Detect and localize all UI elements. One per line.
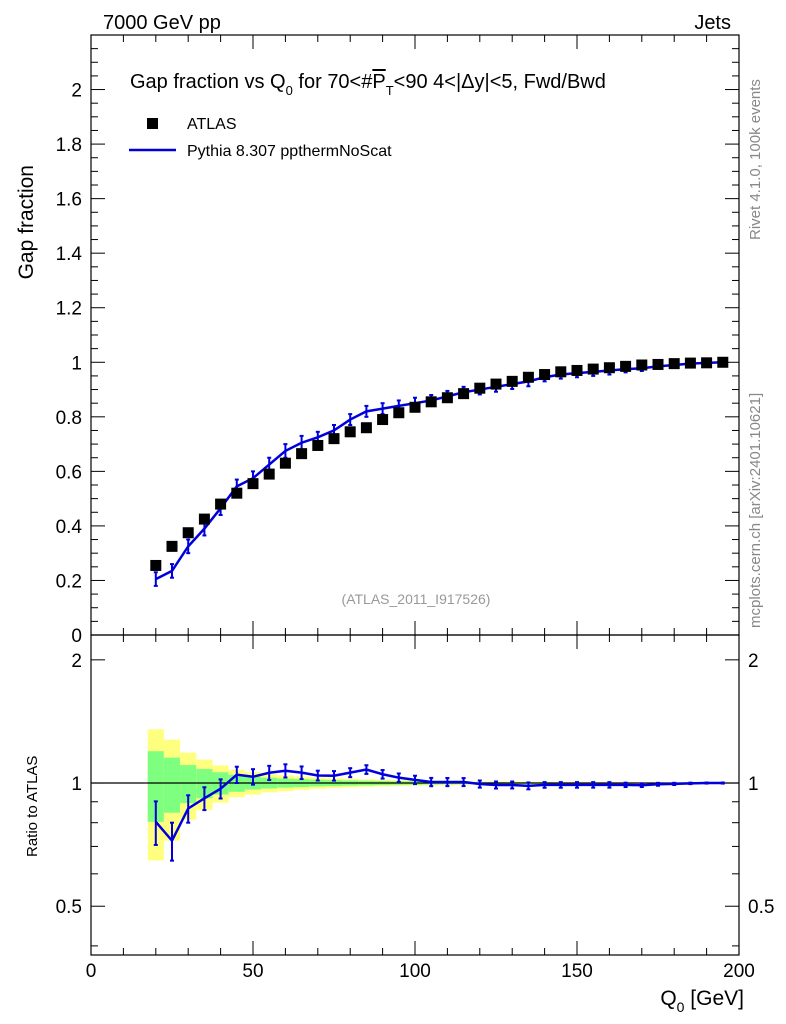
plot-title-tail: <90 4<|Δy|<5, Fwd/Bwd xyxy=(394,71,606,93)
ratio-y-axis-label: Ratio to ATLAS xyxy=(24,756,41,857)
y-tick-label: 0.6 xyxy=(56,462,82,483)
ratio-band-inner xyxy=(147,751,164,822)
data-point xyxy=(150,559,162,571)
data-point xyxy=(571,364,583,376)
tick-labels: 0 50 100 150 200 0 0.2 0.4 0.6 0.8 1 1.2 1.4 1.6 1.8 2 0… xyxy=(56,81,775,982)
uncertainty-bands xyxy=(147,729,731,861)
ratio-tick-label-right: 2 xyxy=(748,651,759,672)
y-tick-label: 1.6 xyxy=(56,190,82,211)
x-tick-label: 50 xyxy=(242,961,263,982)
y-tick-label: 2 xyxy=(71,81,82,102)
data-point xyxy=(522,371,534,383)
data-point xyxy=(279,457,291,469)
ratio-tick-label-left: 1 xyxy=(71,774,82,795)
ratio-tick-label-left: 2 xyxy=(71,651,82,672)
y-tick-label: 1.8 xyxy=(56,135,82,156)
ratio-plot-frame xyxy=(90,634,740,956)
data-point xyxy=(215,498,227,510)
data-point xyxy=(198,513,210,525)
data-point xyxy=(506,375,518,387)
ratio-tick-label-right: 0.5 xyxy=(748,897,774,918)
data-point xyxy=(701,357,713,369)
data-point xyxy=(182,527,194,539)
ratio-series xyxy=(153,763,725,862)
side-label-bottom: mcplots.cern.ch [arXiv:2401.10621] xyxy=(747,393,764,628)
data-point xyxy=(377,414,389,426)
data-point xyxy=(684,357,696,369)
y-tick-label: 0.4 xyxy=(56,517,83,538)
data-point xyxy=(312,439,324,451)
x-tick-label: 200 xyxy=(723,961,755,982)
plot-title: Gap fraction vs Q0 for 70<#PT<90 4<|Δy|<… xyxy=(130,71,606,98)
x-axis-label-unit: [GeV] xyxy=(684,987,744,1010)
data-point xyxy=(587,363,599,375)
y-tick-label: 1.2 xyxy=(56,299,82,320)
ratio-band-inner xyxy=(180,765,197,804)
x-axis-label: Q0 [GeV] xyxy=(660,987,744,1015)
data-point xyxy=(231,487,243,499)
x-tick-label: 150 xyxy=(561,961,593,982)
plot-title-rest: for 70<# xyxy=(293,71,373,93)
mc-series xyxy=(153,360,725,587)
ratio-curve xyxy=(154,768,723,843)
data-point xyxy=(409,401,421,413)
data-series xyxy=(150,356,729,571)
data-point xyxy=(603,362,615,374)
analysis-tag: (ATLAS_2011_I917526) xyxy=(342,591,491,607)
x-axis-label-sub: 0 xyxy=(677,999,685,1015)
header-right: Jets xyxy=(694,12,731,34)
plot-title-sub: 0 xyxy=(286,83,293,98)
legend-mc-label: Pythia 8.307 ppthermNoScat xyxy=(187,143,392,160)
data-point xyxy=(474,382,486,394)
ratio-band-inner xyxy=(196,768,213,799)
ratio-band-inner xyxy=(163,757,181,813)
x-axis-label-main: Q xyxy=(660,987,676,1010)
ratio-tick-label-right: 1 xyxy=(748,774,759,795)
plot-title-overline-sub: T xyxy=(386,83,394,98)
legend-data-label: ATLAS xyxy=(187,116,237,133)
data-point xyxy=(296,448,308,460)
data-point xyxy=(620,360,632,372)
data-point xyxy=(717,356,729,368)
data-point xyxy=(652,358,664,370)
data-point xyxy=(458,388,470,400)
data-point xyxy=(166,540,178,552)
data-point xyxy=(636,359,648,371)
y-tick-label: 0 xyxy=(71,626,82,647)
plot-title-overline: P xyxy=(372,71,385,93)
data-point xyxy=(425,396,437,408)
data-point xyxy=(247,478,259,490)
data-point xyxy=(328,433,340,445)
data-point xyxy=(344,426,356,438)
data-point xyxy=(555,366,567,378)
x-tick-label: 100 xyxy=(399,961,431,982)
mc-curve xyxy=(155,361,723,581)
y-tick-label: 0.2 xyxy=(56,571,82,592)
data-point xyxy=(263,468,275,480)
data-point xyxy=(441,392,453,404)
plot-title-main: Gap fraction vs Q xyxy=(130,71,286,93)
data-point xyxy=(668,358,680,370)
data-point xyxy=(360,422,372,434)
data-point xyxy=(393,407,405,419)
y-tick-label: 1 xyxy=(71,353,82,374)
data-point xyxy=(539,369,551,381)
data-point xyxy=(490,378,502,390)
header-left: 7000 GeV pp xyxy=(103,12,221,34)
y-axis-label: Gap fraction xyxy=(15,165,38,279)
y-tick-label: 0.8 xyxy=(56,408,82,429)
ratio-tick-label-left: 0.5 xyxy=(56,897,82,918)
legend-data-marker xyxy=(147,118,158,129)
y-tick-label: 1.4 xyxy=(56,244,83,265)
side-label-top: Rivet 4.1.0, 100k events xyxy=(747,79,764,240)
x-tick-label: 0 xyxy=(86,961,97,982)
